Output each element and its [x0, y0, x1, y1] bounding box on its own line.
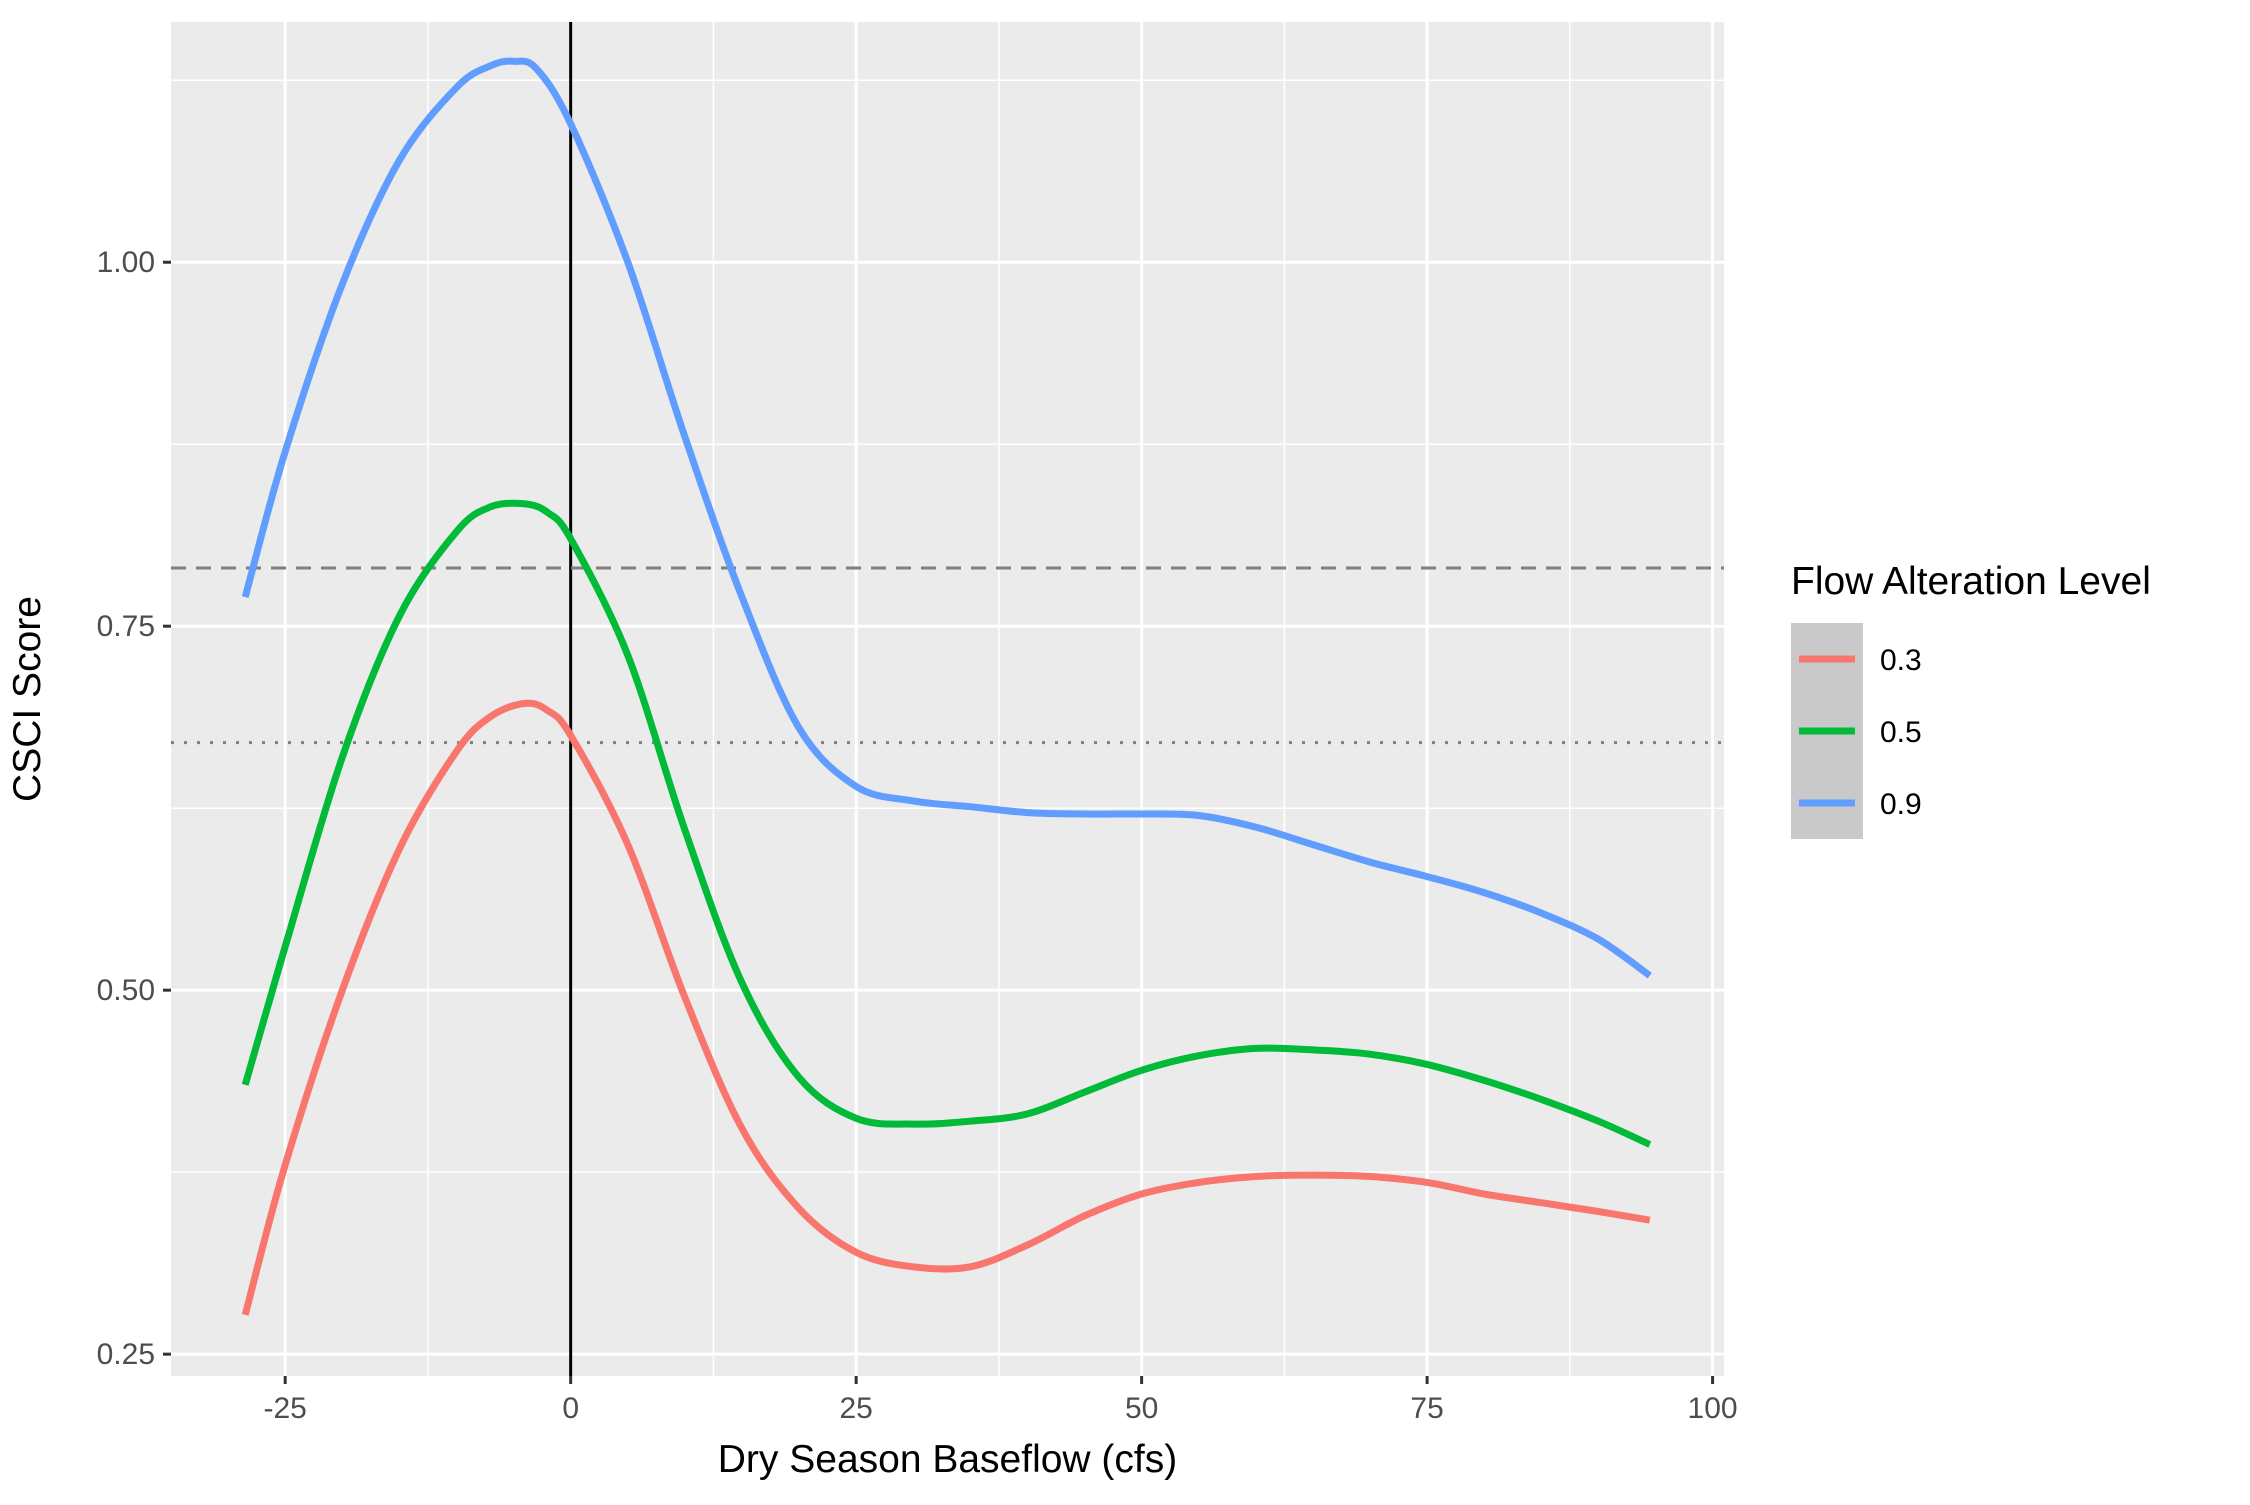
x-tick-label: 75 [1410, 1392, 1443, 1425]
y-axis-title: CSCI Score [6, 596, 49, 802]
x-axis: -25 0 25 50 75 100 [264, 1376, 1738, 1425]
legend-items: 0.3 0.5 0.9 [1799, 644, 1922, 821]
legend-title: Flow Alteration Level [1791, 560, 2151, 603]
x-axis-title: Dry Season Baseflow (cfs) [718, 1438, 1178, 1481]
series-lines [241, 57, 1652, 1316]
x-tick-label: 25 [839, 1392, 872, 1425]
y-tick-label: 0.25 [97, 1338, 155, 1371]
legend: Flow Alteration Level 0.3 0.5 0.9 [1791, 560, 2151, 839]
legend-label-0.3: 0.3 [1880, 644, 1922, 677]
panel-background [171, 22, 1724, 1376]
y-tick-label: 0.75 [97, 610, 155, 643]
y-tick-label: 1.00 [97, 246, 155, 279]
x-tick-label: 0 [562, 1392, 579, 1425]
series-line-0.9 [241, 57, 1652, 979]
x-tick-label: -25 [264, 1392, 307, 1425]
x-tick-label: 50 [1125, 1392, 1158, 1425]
series-line-0.3 [241, 699, 1651, 1316]
legend-label-0.5: 0.5 [1880, 716, 1922, 749]
x-tick-label: 100 [1688, 1392, 1738, 1425]
legend-label-0.9: 0.9 [1880, 788, 1922, 821]
series-line-0.5 [241, 499, 1652, 1148]
minor-gridlines [171, 22, 1724, 1376]
y-axis: 0.25 0.50 0.75 1.00 [97, 246, 171, 1371]
y-tick-label: 0.50 [97, 974, 155, 1007]
